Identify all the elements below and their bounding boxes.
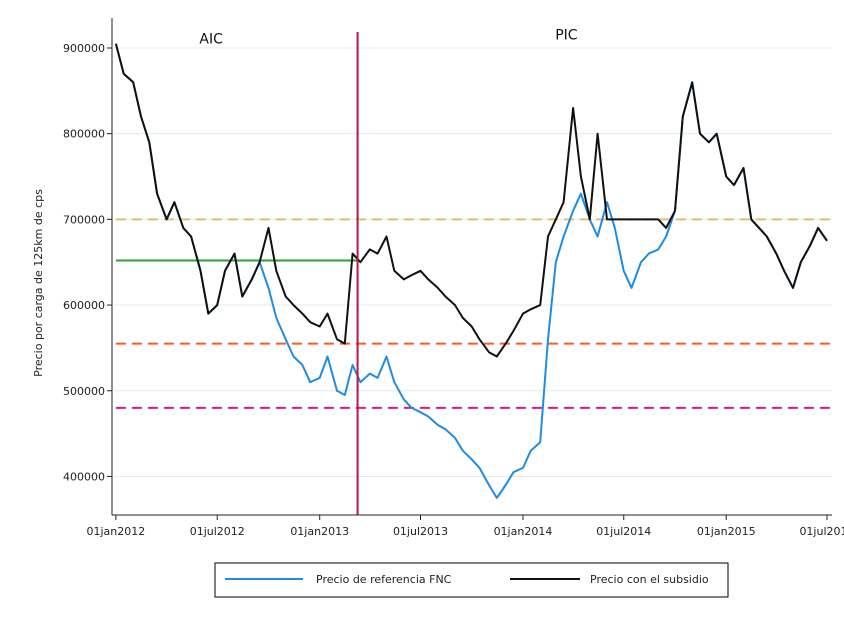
y-axis-title: Precio por carga de 125km de cps xyxy=(32,189,45,377)
annotation-label: PIC xyxy=(555,27,578,43)
x-tick-label: 01jan2015 xyxy=(697,525,756,538)
series-line xyxy=(114,43,828,358)
x-tick-label: 01jul2012 xyxy=(190,525,245,538)
x-tick-label: 01jul2013 xyxy=(393,525,448,538)
y-tick-label: 700000 xyxy=(63,213,105,226)
legend-label: Precio con el subsidio xyxy=(590,573,709,586)
y-tick-label: 500000 xyxy=(63,385,105,398)
legend-label: Precio de referencia FNC xyxy=(316,573,452,586)
annotation-label: AIC xyxy=(199,32,223,48)
y-tick-label: 600000 xyxy=(63,299,105,312)
x-tick-label: 01jul2014 xyxy=(596,525,651,538)
x-tick-label: 01jan2014 xyxy=(494,525,553,538)
legend: Precio de referencia FNC Precio con el su… xyxy=(214,562,729,598)
y-tick-label: 800000 xyxy=(63,128,105,141)
x-tick-label: 01jan2012 xyxy=(87,525,146,538)
axes: 400000 500000 600000 700000 800000 900000 01ja… xyxy=(63,18,844,538)
x-tick-label: 01jul2015 xyxy=(799,525,844,538)
y-tick-label: 400000 xyxy=(63,470,105,483)
annotations: AIC PIC xyxy=(199,27,577,47)
series-lines xyxy=(114,43,828,499)
y-tick-label: 900000 xyxy=(63,42,105,55)
reference-lines xyxy=(115,218,832,409)
x-tick-label: 01jan2013 xyxy=(290,525,349,538)
